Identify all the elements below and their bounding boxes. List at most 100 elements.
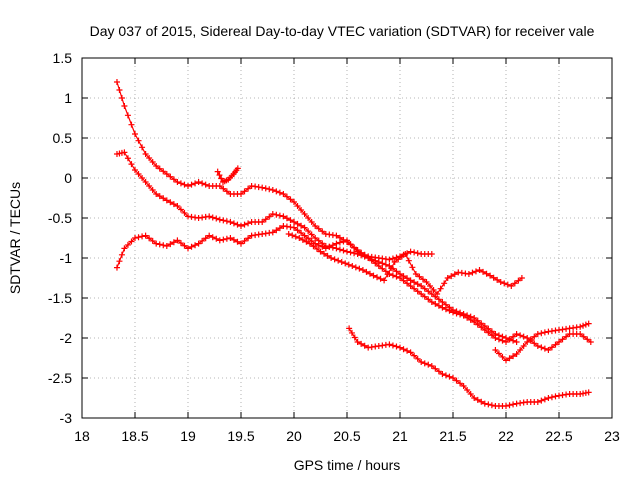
data-point: [488, 332, 495, 339]
data-point: [234, 165, 241, 172]
data-point: [552, 393, 559, 400]
data-point: [342, 260, 349, 267]
data-point: [448, 273, 455, 280]
data-point: [324, 252, 331, 259]
data-point: [476, 267, 483, 273]
data-point: [563, 333, 570, 340]
data-point: [245, 235, 252, 242]
data-point: [287, 217, 294, 224]
data-point: [508, 283, 515, 289]
data-point: [359, 267, 366, 273]
data-point: [313, 245, 320, 252]
data-point: [411, 279, 418, 286]
data-point: [192, 242, 199, 249]
data-point: [517, 332, 524, 339]
data-point: [510, 353, 517, 360]
data-point: [335, 257, 342, 264]
data-point: [584, 336, 591, 343]
data-point: [366, 270, 373, 277]
y-tick-label: -0.5: [48, 210, 72, 226]
data-point: [262, 185, 269, 192]
data-point: [457, 311, 464, 318]
data-point: [411, 249, 418, 256]
data-point: [472, 268, 479, 275]
data-point: [156, 165, 163, 172]
x-tick-label: 22.5: [545, 428, 572, 444]
data-point: [306, 240, 313, 247]
series-track-7: [492, 320, 592, 364]
data-point: [322, 245, 329, 252]
data-point: [146, 183, 153, 189]
data-point: [312, 235, 319, 241]
data-point: [351, 244, 358, 251]
series-track-4: [214, 165, 241, 185]
data-point: [430, 287, 437, 293]
data-point: [499, 337, 506, 344]
data-point: [142, 232, 149, 239]
data-point: [160, 168, 167, 175]
data-point: [185, 245, 191, 252]
data-point: [414, 281, 421, 288]
data-point: [301, 224, 308, 231]
data-point: [531, 340, 538, 347]
data-point: [269, 211, 276, 217]
data-point: [474, 396, 481, 403]
data-point: [585, 320, 592, 327]
data-point: [344, 237, 350, 244]
data-point: [195, 179, 202, 185]
data-point: [163, 243, 170, 249]
data-point: [220, 236, 227, 243]
data-point: [435, 368, 442, 375]
data-point: [149, 237, 156, 244]
data-point: [358, 250, 365, 257]
x-tick-label: 21: [392, 428, 408, 444]
data-point: [524, 339, 531, 345]
data-point: [319, 243, 326, 250]
data-point: [404, 347, 411, 354]
x-tick-label: 23: [604, 428, 620, 444]
data-point: [441, 280, 448, 287]
data-point: [195, 240, 202, 247]
y-tick-label: 1.5: [53, 50, 73, 66]
data-point: [167, 173, 174, 180]
data-point: [379, 265, 386, 272]
data-point: [241, 221, 248, 228]
data-point: [460, 312, 467, 319]
data-point: [328, 255, 335, 261]
data-point: [199, 180, 206, 187]
data-point: [421, 285, 428, 292]
data-point: [504, 281, 511, 288]
x-tick-label: 18: [74, 428, 90, 444]
data-point: [321, 250, 328, 257]
data-point: [276, 189, 283, 196]
data-point: [181, 181, 188, 188]
data-point: [405, 257, 412, 264]
data-point: [283, 215, 290, 222]
data-point: [280, 213, 287, 220]
data-point: [142, 151, 149, 157]
data-point: [398, 253, 405, 260]
data-point: [174, 179, 181, 185]
data-point: [400, 346, 407, 353]
data-point: [305, 235, 312, 242]
data-point: [163, 171, 170, 177]
data-point: [418, 283, 425, 289]
data-point: [276, 225, 283, 232]
data-point: [556, 339, 562, 345]
data-point: [132, 235, 138, 241]
data-point: [474, 321, 481, 328]
data-point: [188, 181, 195, 188]
data-point: [283, 193, 290, 200]
data-point: [142, 179, 149, 185]
data-point: [163, 197, 170, 204]
data-point: [160, 242, 167, 249]
data-point: [308, 231, 315, 238]
data-point: [497, 279, 504, 285]
x-tick-label: 20.5: [333, 428, 360, 444]
data-point: [348, 329, 355, 336]
data-point: [333, 240, 340, 247]
data-point: [439, 371, 446, 377]
data-point: [494, 276, 501, 283]
data-point: [425, 288, 432, 295]
data-point: [407, 349, 414, 356]
